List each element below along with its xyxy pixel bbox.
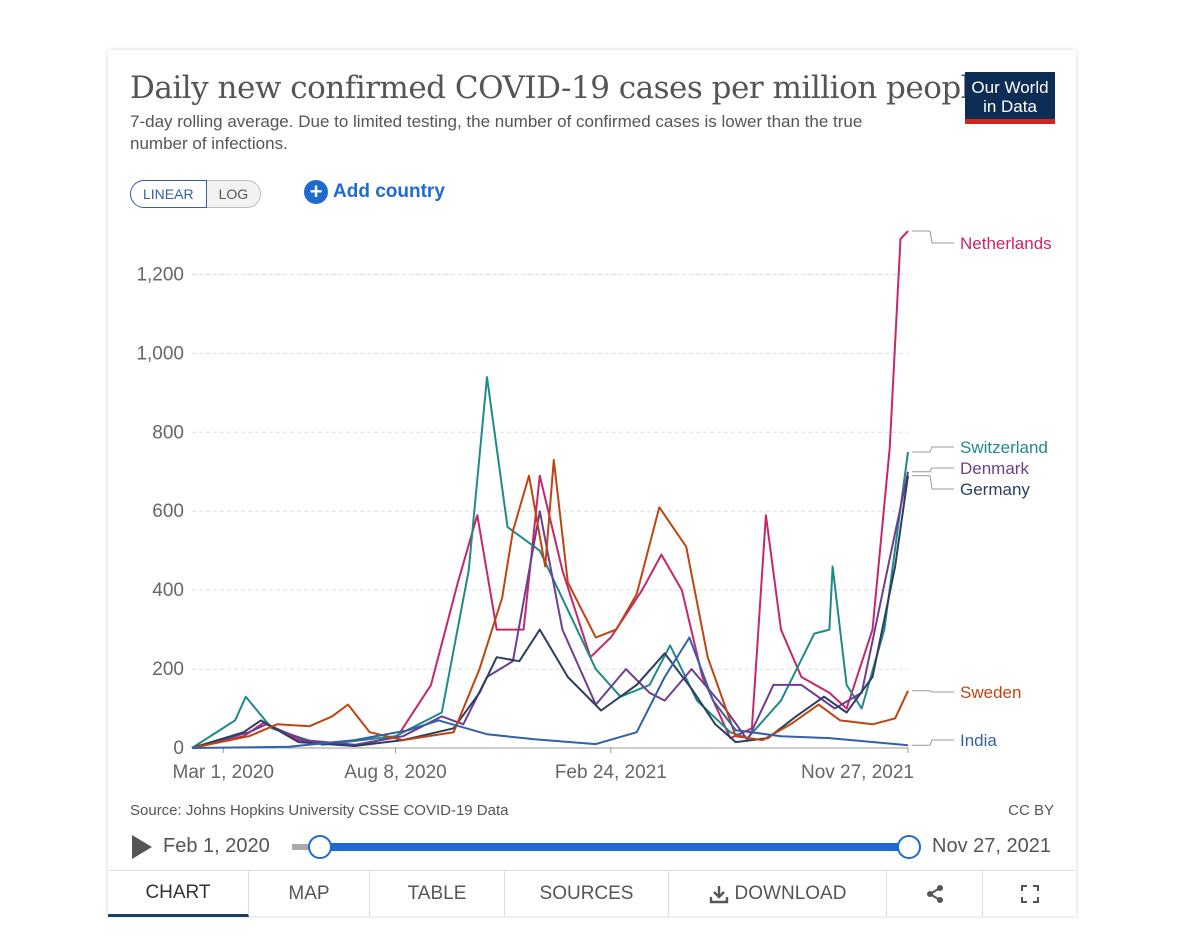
tab-chart[interactable]: CHART <box>108 871 249 917</box>
tab-table[interactable]: TABLE <box>370 871 505 917</box>
chart-subtitle: 7-day rolling average. Due to limited te… <box>130 112 863 153</box>
series-line-sweden <box>191 458 909 749</box>
source-note: Source: Johns Hopkins University CSSE CO… <box>130 802 509 819</box>
tab-map-label: MAP <box>288 883 330 904</box>
timeline-end-handle[interactable] <box>897 835 921 859</box>
timeline-start-label: Feb 1, 2020 <box>163 835 270 857</box>
series-line-germany <box>191 475 909 749</box>
timeline-range[interactable] <box>318 843 908 851</box>
add-country-label: Add country <box>333 181 445 202</box>
tab-download-label: DOWNLOAD <box>734 883 847 904</box>
fullscreen-button[interactable] <box>983 871 1076 917</box>
timeline-track[interactable] <box>292 844 322 850</box>
share-button[interactable] <box>887 871 983 917</box>
y-tick-label: 600 <box>152 501 184 522</box>
legend-label-germany: Germany <box>960 480 1030 499</box>
scale-toggle: LINEAR LOG <box>130 180 262 208</box>
add-country-button[interactable]: + Add country <box>304 180 445 204</box>
legend-label-denmark: Denmark <box>960 459 1029 478</box>
x-tick-label: Feb 24, 2021 <box>555 762 667 783</box>
chart-card: Daily new confirmed COVID-19 cases per m… <box>108 50 1076 917</box>
fullscreen-icon <box>1020 885 1039 903</box>
legend-label-netherlands: Netherlands <box>960 234 1052 253</box>
chart-title: Daily new confirmed COVID-19 cases per m… <box>130 70 989 106</box>
timeline-end-label: Nov 27, 2021 <box>932 835 1051 857</box>
y-tick-label: 1,000 <box>136 343 184 364</box>
log-button[interactable]: LOG <box>206 180 262 208</box>
legend-connector <box>912 230 954 244</box>
download-icon <box>709 886 728 904</box>
line-chart: 0 200 400 600 800 1,000 1,200 Mar 1, 2020 Aug 8,… <box>136 230 1052 783</box>
legend-connector <box>912 475 954 490</box>
timeline: Feb 1, 2020 Nov 27, 2021 <box>130 830 1056 864</box>
share-icon <box>926 885 943 903</box>
legend-label-sweden: Sweden <box>960 683 1021 702</box>
linear-button[interactable]: LINEAR <box>130 180 207 208</box>
tab-table-label: TABLE <box>407 883 467 904</box>
series-line-netherlands <box>191 230 909 749</box>
logo-line-1: Our World <box>971 78 1049 97</box>
y-tick-label: 800 <box>152 422 184 443</box>
series-line-india <box>191 636 909 749</box>
owid-logo[interactable]: Our World in Data <box>965 72 1055 124</box>
tab-map[interactable]: MAP <box>249 871 370 917</box>
logo-line-2: in Data <box>983 97 1037 116</box>
legend-label-switzerland: Switzerland <box>960 438 1048 457</box>
y-tick-label: 400 <box>152 580 184 601</box>
y-tick-label: 1,200 <box>136 264 184 285</box>
timeline-start-handle[interactable] <box>308 835 332 859</box>
y-tick-label: 200 <box>152 659 184 680</box>
tab-chart-label: CHART <box>145 881 211 903</box>
license-link[interactable]: CC BY <box>1008 802 1054 819</box>
legend-connector <box>912 446 954 453</box>
legend-connector <box>912 739 954 746</box>
x-tick-label: Mar 1, 2020 <box>173 762 274 783</box>
x-tick-label: Aug 8, 2020 <box>344 762 446 783</box>
legend-connector <box>912 467 954 473</box>
tab-sources[interactable]: SOURCES <box>505 871 669 917</box>
legend-connector <box>912 690 954 693</box>
tab-download[interactable]: DOWNLOAD <box>669 871 887 917</box>
tab-sources-label: SOURCES <box>539 883 634 904</box>
plus-circle-icon: + <box>304 180 328 204</box>
legend-label-india: India <box>960 731 997 750</box>
tab-bar: CHART MAP TABLE SOURCES DOWNLOAD <box>108 870 1076 917</box>
y-tick-label: 0 <box>173 738 184 759</box>
play-icon[interactable] <box>132 835 152 859</box>
x-tick-label: Nov 27, 2021 <box>801 762 914 783</box>
